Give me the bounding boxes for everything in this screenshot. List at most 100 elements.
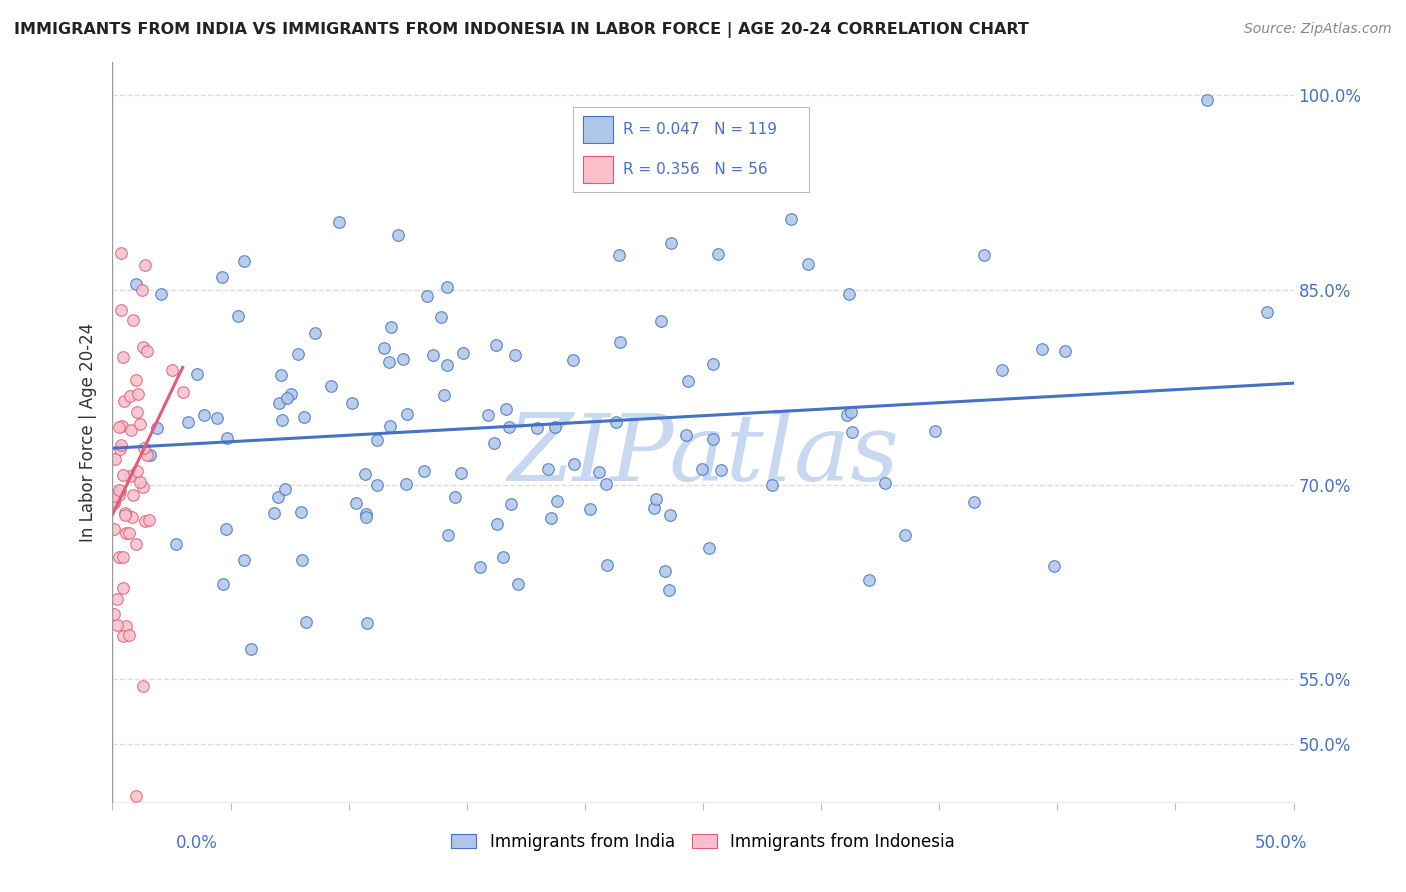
Point [451, 345, 474, 359]
Point [562, 457, 585, 471]
Point [112, 350, 135, 364]
Point [125, 464, 148, 478]
Point [544, 420, 567, 434]
Point [366, 477, 388, 491]
Point [415, 289, 437, 303]
Point [422, 348, 444, 362]
Point [797, 257, 820, 271]
Point [395, 407, 418, 421]
Point [110, 438, 132, 452]
Point [108, 483, 131, 498]
Point [702, 432, 724, 446]
Point [207, 411, 229, 425]
Point [354, 510, 377, 524]
Point [858, 573, 880, 587]
Point [499, 496, 522, 510]
Point [267, 396, 290, 410]
Point [263, 506, 285, 520]
Y-axis label: In Labor Force | Age 20-24: In Labor Force | Age 20-24 [79, 323, 97, 542]
Point [675, 428, 697, 442]
Point [444, 490, 467, 504]
Point [103, 494, 125, 508]
Point [124, 277, 146, 291]
Point [498, 420, 520, 434]
Point [595, 558, 617, 573]
Point [115, 525, 138, 540]
Point [132, 441, 155, 455]
Point [112, 394, 135, 409]
Point [319, 378, 342, 392]
Point [160, 362, 183, 376]
Point [505, 348, 527, 362]
Point [839, 405, 862, 419]
Point [697, 541, 720, 555]
Point [125, 789, 148, 804]
Point [436, 279, 458, 293]
Point [226, 310, 249, 324]
Point [328, 215, 350, 229]
Point [1053, 343, 1076, 358]
Point [114, 508, 136, 522]
Point [215, 431, 238, 445]
Point [485, 516, 508, 531]
Point [108, 550, 131, 565]
Point [366, 434, 388, 448]
Point [132, 479, 155, 493]
Point [103, 489, 125, 503]
Point [271, 412, 294, 426]
Point [676, 374, 699, 388]
Point [468, 559, 491, 574]
Point [108, 483, 131, 498]
Text: Source: ZipAtlas.com: Source: ZipAtlas.com [1244, 22, 1392, 37]
Point [211, 270, 233, 285]
Point [103, 452, 125, 467]
Point [344, 496, 367, 510]
Point [973, 247, 995, 261]
Point [122, 488, 145, 502]
Point [270, 368, 292, 383]
Point [841, 425, 863, 440]
Point [1197, 93, 1219, 107]
Point [290, 505, 312, 519]
Point [537, 462, 560, 476]
Point [177, 415, 200, 429]
Text: 0.0%: 0.0% [176, 834, 218, 852]
Point [110, 245, 132, 260]
Point [659, 508, 682, 522]
Point [276, 391, 298, 405]
Point [342, 395, 364, 409]
Point [128, 475, 150, 489]
Point [240, 642, 263, 657]
Point [643, 501, 665, 516]
Point [129, 417, 152, 431]
Point [111, 418, 134, 433]
Point [172, 385, 194, 400]
Point [132, 679, 155, 693]
Point [354, 507, 377, 521]
Point [835, 408, 858, 422]
Point [1031, 342, 1053, 356]
Point [430, 310, 453, 324]
Point [437, 528, 460, 542]
Point [124, 536, 146, 550]
Point [212, 577, 235, 591]
Point [373, 342, 395, 356]
Point [105, 618, 128, 632]
Point [562, 353, 585, 368]
Point [894, 528, 917, 542]
Point [963, 495, 986, 509]
Point [146, 421, 169, 435]
Point [135, 343, 157, 358]
Point [495, 401, 517, 416]
Point [120, 423, 142, 437]
Point [105, 592, 128, 607]
Point [267, 490, 290, 504]
Point [436, 358, 458, 372]
Point [491, 549, 513, 564]
Point [645, 491, 668, 506]
Point [482, 436, 505, 450]
Point [702, 357, 724, 371]
Point [108, 488, 131, 502]
Point [149, 287, 172, 301]
Point [485, 338, 508, 352]
